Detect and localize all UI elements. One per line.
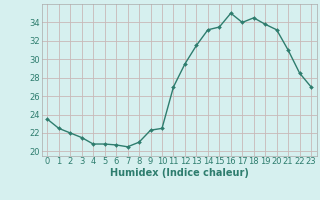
X-axis label: Humidex (Indice chaleur): Humidex (Indice chaleur) bbox=[110, 168, 249, 178]
